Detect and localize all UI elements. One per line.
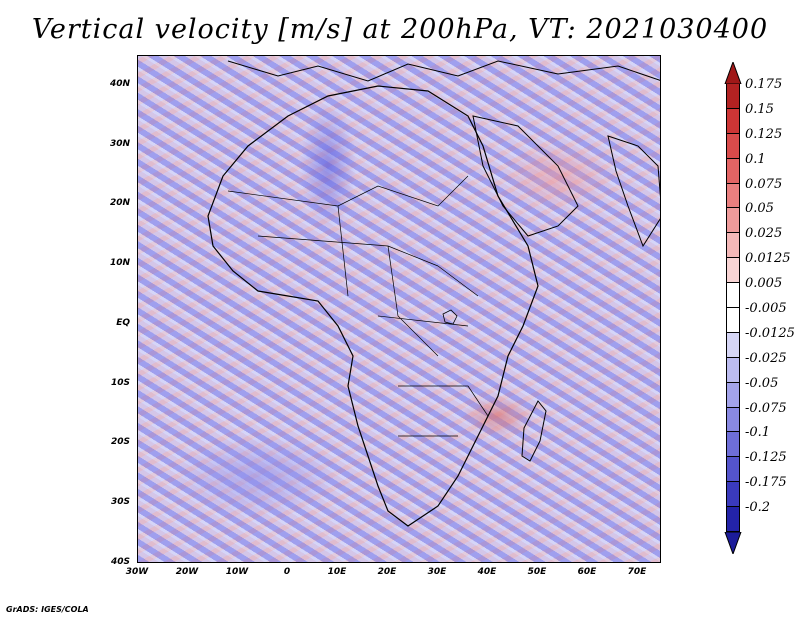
europe-coastline bbox=[227, 60, 660, 82]
colorbar-cell bbox=[726, 407, 740, 433]
lon-label-70e: 70E bbox=[627, 567, 647, 577]
colorbar-cell bbox=[726, 208, 740, 234]
map-coastlines bbox=[207, 60, 660, 527]
chart-title: Vertical velocity [m/s] at 200hPa, VT: 2… bbox=[31, 14, 769, 45]
colorbar-label: -0.005 bbox=[745, 301, 787, 316]
lat-label-20s: 20S bbox=[110, 437, 130, 447]
colorbar-label: 0.15 bbox=[745, 101, 774, 117]
lat-label-30s: 30S bbox=[110, 497, 130, 507]
colorbar-cell bbox=[726, 84, 740, 109]
colorbar-label: -0.2 bbox=[745, 500, 771, 516]
lon-label-30e: 30E bbox=[427, 567, 447, 577]
lon-label-30w: 30W bbox=[125, 567, 149, 577]
colorbar-label: -0.075 bbox=[745, 400, 787, 416]
lat-label-40n: 40N bbox=[109, 79, 130, 89]
colorbar-label: 0.0125 bbox=[745, 251, 791, 267]
colorbar-cell bbox=[726, 357, 740, 383]
lake-victoria bbox=[442, 309, 458, 325]
lon-label-40e: 40E bbox=[477, 567, 497, 577]
colorbar-label: -0.1 bbox=[745, 425, 771, 441]
india-coastline bbox=[607, 135, 660, 248]
colorbar-label: 0.075 bbox=[745, 176, 783, 192]
colorbar-label: 0.025 bbox=[745, 226, 783, 242]
lat-label-20n: 20N bbox=[109, 198, 130, 208]
grads-credit: GrADS: IGES/COLA bbox=[6, 605, 89, 614]
colorbar-label: -0.05 bbox=[745, 375, 779, 391]
country-borders bbox=[227, 175, 489, 437]
colorbar-label: -0.125 bbox=[745, 450, 787, 466]
colorbar-label: 0.05 bbox=[745, 201, 774, 217]
colorbar-label: 0.1 bbox=[745, 151, 766, 167]
lon-label-50e: 50E bbox=[527, 567, 547, 577]
lon-label-20e: 20E bbox=[377, 567, 397, 577]
colorbar-cell bbox=[726, 432, 740, 458]
colorbar-label: -0.025 bbox=[745, 350, 787, 366]
lon-label-20w: 20W bbox=[175, 567, 199, 577]
lat-label-10s: 10S bbox=[110, 378, 130, 388]
colorbar-cell bbox=[726, 158, 740, 184]
lon-label-10e: 10E bbox=[327, 567, 347, 577]
colorbar-cell bbox=[726, 233, 740, 259]
colorbar-bottom-arrow bbox=[724, 532, 742, 554]
colorbar-cell bbox=[726, 308, 740, 333]
madagascar-coastline bbox=[521, 400, 547, 462]
colorbar-cell bbox=[726, 457, 740, 483]
colorbar-label: 0.125 bbox=[745, 126, 783, 142]
lon-label-0: 0 bbox=[283, 567, 291, 577]
lat-label-40s: 40S bbox=[110, 557, 130, 567]
arabia-coastline bbox=[472, 115, 579, 237]
colorbar-cell bbox=[726, 183, 740, 209]
colorbar-label: -0.175 bbox=[745, 475, 787, 491]
colorbar-cell bbox=[726, 332, 740, 358]
colorbar-cell bbox=[726, 507, 740, 532]
lon-label-60e: 60E bbox=[577, 567, 597, 577]
lon-label-10w: 10W bbox=[225, 567, 249, 577]
colorbar-cell bbox=[726, 283, 740, 308]
map-panel bbox=[137, 55, 661, 563]
colorbar-cell bbox=[726, 258, 740, 284]
lat-label-10n: 10N bbox=[109, 258, 130, 268]
colorbar-label: -0.0125 bbox=[745, 325, 795, 341]
colorbar-label: 0.175 bbox=[745, 77, 783, 92]
colorbar-cell bbox=[726, 382, 740, 408]
africa-coastline bbox=[207, 85, 539, 527]
colorbar-cell bbox=[726, 133, 740, 159]
colorbar-cell bbox=[726, 482, 740, 508]
colorbar-label: 0.005 bbox=[745, 276, 783, 292]
lat-label-30n: 30N bbox=[109, 139, 130, 149]
colorbar-top-arrow bbox=[724, 62, 742, 84]
lat-label-eq: EQ bbox=[116, 318, 130, 328]
colorbar-cell bbox=[726, 108, 740, 134]
